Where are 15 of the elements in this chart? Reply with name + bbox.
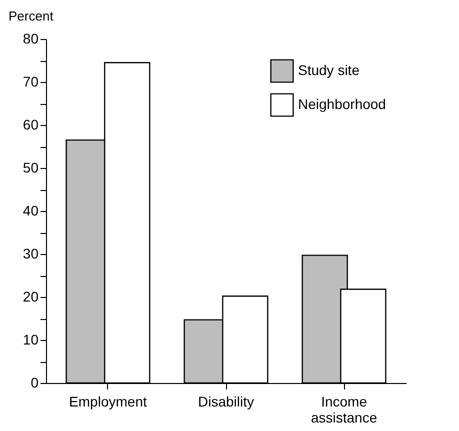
y-tick-label: 0 bbox=[30, 374, 39, 390]
y-tick-label: 80 bbox=[22, 30, 39, 46]
y-tick-label: 10 bbox=[22, 332, 39, 348]
y-tick-label: 20 bbox=[22, 288, 39, 304]
x-tick-label: Employment bbox=[69, 394, 147, 410]
y-axis-title: Percent bbox=[8, 8, 54, 24]
x-tick-label: Income assistance bbox=[310, 394, 378, 426]
y-tick-label: 70 bbox=[22, 74, 39, 90]
y-tick-label: 30 bbox=[22, 246, 39, 262]
legend-label: Neighborhood bbox=[298, 96, 386, 112]
x-tick-label: Disability bbox=[198, 394, 254, 410]
y-tick-label: 40 bbox=[22, 202, 39, 218]
y-tick-label: 50 bbox=[22, 160, 39, 176]
legend-label: Study site bbox=[298, 62, 360, 78]
y-tick-label: 60 bbox=[22, 116, 39, 132]
